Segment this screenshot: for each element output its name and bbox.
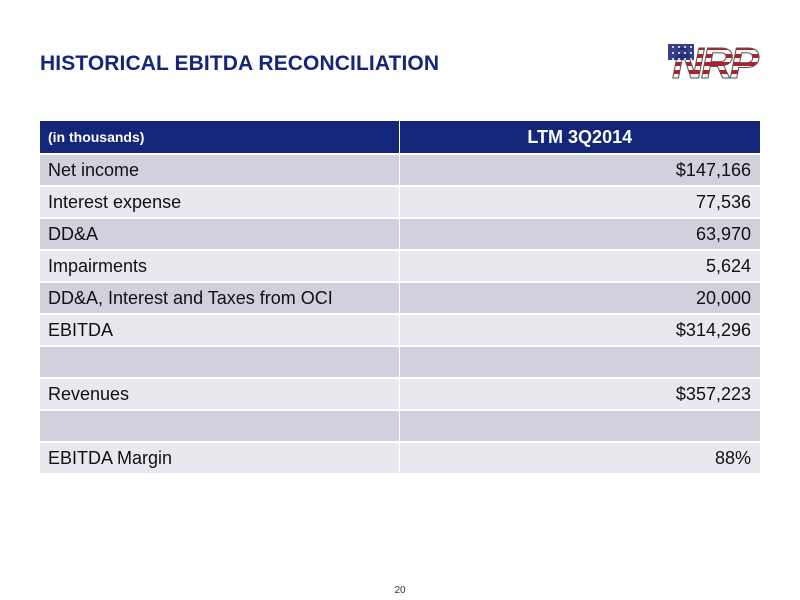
slide-title: HISTORICAL EBITDA RECONCILIATION xyxy=(40,52,440,75)
header-period-label: LTM 3Q2014 xyxy=(399,121,760,154)
table-row-revenues: Revenues $357,223 xyxy=(40,377,760,410)
row-label: Impairments xyxy=(40,249,400,282)
table-row-ebitda-margin: EBITDA Margin 88% xyxy=(40,441,760,473)
table-row-net-income: Net income $147,166 xyxy=(40,153,760,186)
table-row-spacer xyxy=(40,345,760,378)
row-label: Revenues xyxy=(40,377,400,410)
row-label: Net income xyxy=(40,153,400,186)
row-value xyxy=(399,409,760,442)
table-row-impairments: Impairments 5,624 xyxy=(40,249,760,282)
table-row-dda: DD&A 63,970 xyxy=(40,217,760,250)
row-label: DD&A, Interest and Taxes from OCI xyxy=(40,281,400,314)
page-number: 20 xyxy=(394,585,406,596)
row-value: 63,970 xyxy=(399,217,760,250)
row-label xyxy=(40,409,400,442)
row-label: EBITDA xyxy=(40,313,400,346)
row-value: $357,223 xyxy=(399,377,760,410)
nrp-flag-logo-icon: NRP xyxy=(668,39,763,86)
row-value: 88% xyxy=(399,441,760,473)
table-row-interest-expense: Interest expense 77,536 xyxy=(40,185,760,218)
row-value: 20,000 xyxy=(399,281,760,314)
table-row-oci: DD&A, Interest and Taxes from OCI 20,000 xyxy=(40,281,760,314)
table-row-ebitda: EBITDA $314,296 xyxy=(40,313,760,346)
row-label: EBITDA Margin xyxy=(40,441,400,473)
row-value: $147,166 xyxy=(399,153,760,186)
table-header-row: (in thousands) LTM 3Q2014 xyxy=(40,121,760,154)
row-value xyxy=(399,345,760,378)
header-units-label: (in thousands) xyxy=(40,121,400,154)
nrp-logo: NRP xyxy=(664,38,764,86)
row-label: Interest expense xyxy=(40,185,400,218)
row-value: $314,296 xyxy=(399,313,760,346)
table-row-spacer xyxy=(40,409,760,442)
row-value: 77,536 xyxy=(399,185,760,218)
row-value: 5,624 xyxy=(399,249,760,282)
row-label: DD&A xyxy=(40,217,400,250)
row-label xyxy=(40,345,400,378)
ebitda-reconciliation-table: (in thousands) LTM 3Q2014 Net income $14… xyxy=(40,121,760,473)
